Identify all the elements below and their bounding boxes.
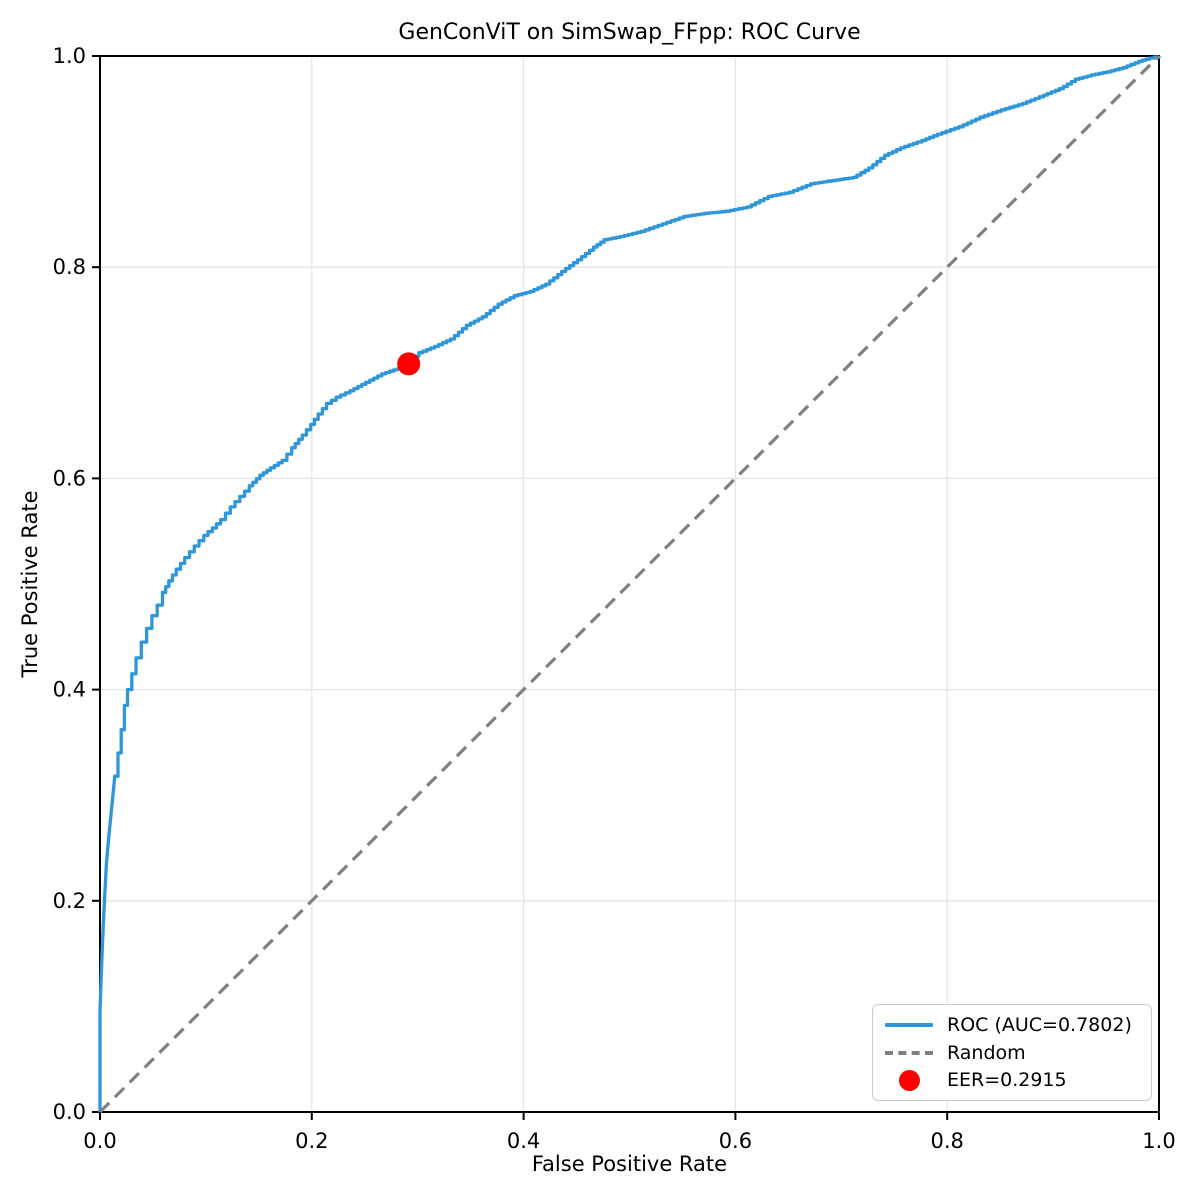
y-tick-label: 0.6: [53, 466, 86, 490]
x-axis-label: False Positive Rate: [531, 1152, 728, 1176]
y-tick-label: 0.2: [53, 889, 86, 913]
eer-point: [397, 352, 421, 376]
dashed-line-icon: [885, 1050, 933, 1055]
plot-spines: [99, 55, 1160, 1113]
x-tick-label: 1.0: [1142, 1129, 1175, 1153]
legend-label-random: Random: [947, 1041, 1026, 1064]
x-tick-label: 0.4: [507, 1129, 540, 1153]
roc-curve: [98, 55, 1161, 1112]
legend-row-random: Random: [885, 1039, 1139, 1067]
eer-dot-icon: [885, 1069, 933, 1091]
legend-label-roc: ROC (AUC=0.7802): [947, 1013, 1132, 1036]
legend-row-eer: EER=0.2915: [885, 1066, 1139, 1094]
y-tick-label: 0.8: [53, 255, 86, 279]
x-tick-label: 0.2: [295, 1129, 328, 1153]
legend-box: ROC (AUC=0.7802) Random EER=0.2915: [872, 1004, 1152, 1101]
roc-line-icon: [885, 1022, 933, 1027]
x-tick-label: 0.0: [83, 1129, 116, 1153]
legend-label-eer: EER=0.2915: [947, 1069, 1067, 1092]
chart-title: GenConViT on SimSwap_FFpp: ROC Curve: [398, 20, 861, 45]
x-tick-label: 0.8: [930, 1129, 963, 1153]
y-tick-label: 0.4: [53, 678, 86, 702]
x-tick-label: 0.6: [719, 1129, 752, 1153]
y-tick-label: 0.0: [53, 1100, 86, 1124]
y-axis-label: True Positive Rate: [18, 490, 42, 678]
random-baseline: [98, 54, 1161, 1114]
y-tick-label: 1.0: [53, 44, 86, 68]
legend-row-roc: ROC (AUC=0.7802): [885, 1011, 1139, 1039]
